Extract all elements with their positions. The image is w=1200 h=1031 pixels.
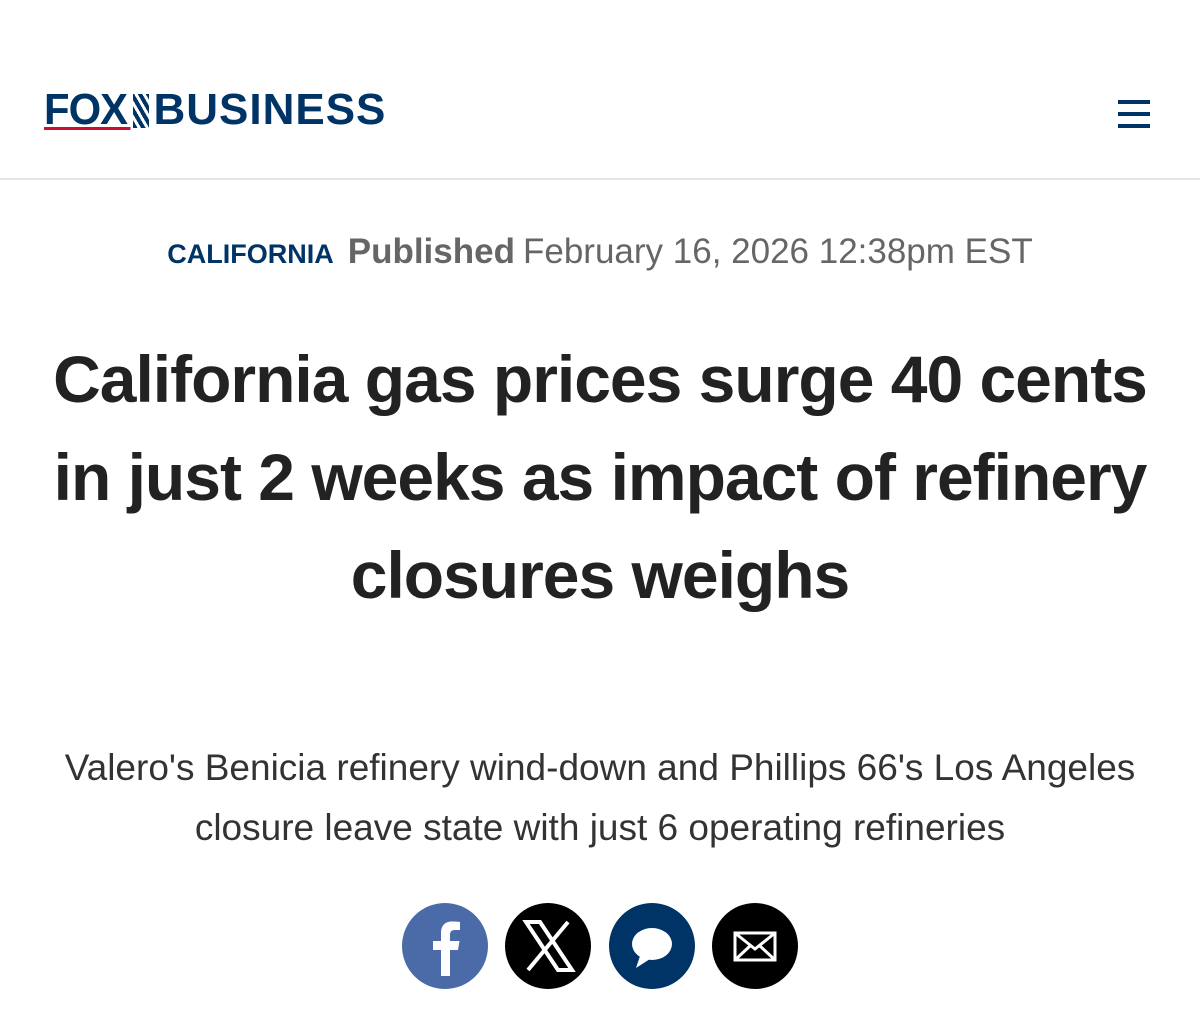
x-share[interactable]: [505, 903, 591, 989]
facebook-share[interactable]: [402, 903, 488, 989]
logo[interactable]: FOX BUSINESS: [44, 86, 386, 134]
menu-button[interactable]: [1118, 100, 1150, 128]
category[interactable]: CALIFORNIA: [167, 239, 334, 269]
share-buttons: [402, 903, 798, 989]
site-header: FOX BUSINESS: [0, 0, 1200, 180]
email-share[interactable]: [712, 903, 798, 989]
logo-fox: FOX: [44, 85, 132, 134]
headline: California gas prices surge 40 cents in …: [53, 342, 1148, 612]
comment-share[interactable]: [609, 903, 695, 989]
logo-mark: [133, 94, 150, 128]
logo-business: BUSINESS: [153, 85, 387, 134]
subheadline: Valero's Benicia refinery wind-down and …: [64, 747, 1136, 848]
article-meta: CALIFORNIA Published February 16, 2026 12:…: [0, 226, 1200, 285]
published-label: Published: [347, 232, 515, 271]
publish-date: February 16, 2026 12:38pm EST: [522, 232, 1033, 271]
